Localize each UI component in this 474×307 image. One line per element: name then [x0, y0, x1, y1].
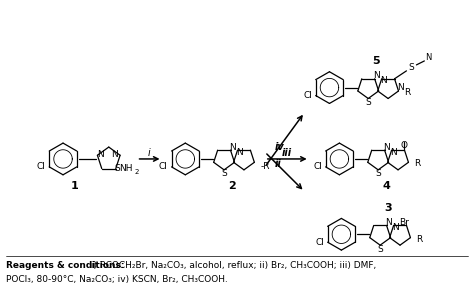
Text: -R: -R	[260, 162, 270, 171]
Text: S: S	[377, 245, 383, 254]
Text: i) RCOCH₂Br, Na₂CO₃, alcohol, reflux; ii) Br₂, CH₃COOH; iii) DMF,: i) RCOCH₂Br, Na₂CO₃, alcohol, reflux; ii…	[88, 262, 376, 270]
Text: N: N	[385, 218, 392, 227]
Text: N: N	[373, 71, 380, 80]
Text: Cl: Cl	[159, 162, 168, 171]
Text: N: N	[392, 223, 399, 232]
Text: N: N	[425, 53, 431, 62]
Text: Cl: Cl	[303, 91, 312, 100]
Text: Cl: Cl	[313, 162, 322, 171]
Text: N: N	[98, 150, 104, 159]
Text: R: R	[404, 88, 410, 97]
Text: S: S	[365, 98, 371, 107]
Text: i: i	[148, 148, 151, 158]
Text: 2: 2	[135, 169, 139, 175]
Text: N: N	[383, 143, 390, 152]
Text: S: S	[375, 169, 381, 178]
Text: Br: Br	[400, 218, 410, 227]
Text: R: R	[414, 159, 420, 169]
Text: 3: 3	[384, 203, 392, 212]
Text: 1: 1	[71, 181, 79, 191]
Text: iii: iii	[282, 148, 292, 158]
Text: Cl: Cl	[315, 238, 324, 247]
Text: POCl₃, 80-90°C, Na₂CO₃; iv) KSCN, Br₂, CH₃COOH.: POCl₃, 80-90°C, Na₂CO₃; iv) KSCN, Br₂, C…	[6, 275, 228, 284]
Text: N: N	[390, 148, 397, 157]
Text: N: N	[229, 143, 236, 152]
Text: ii: ii	[274, 159, 281, 169]
Text: N: N	[397, 84, 404, 92]
Text: Cl: Cl	[36, 162, 46, 171]
Text: N: N	[111, 150, 118, 159]
Text: Reagents & conditions:: Reagents & conditions:	[6, 262, 125, 270]
Text: iv: iv	[275, 142, 284, 152]
Text: S: S	[221, 169, 227, 178]
Text: O: O	[401, 141, 408, 150]
Text: N: N	[236, 148, 243, 157]
Text: 4: 4	[382, 181, 390, 191]
Text: R: R	[416, 235, 422, 244]
Text: 5: 5	[373, 56, 380, 66]
Text: S: S	[409, 63, 414, 72]
Text: 2: 2	[228, 181, 236, 191]
Text: N: N	[380, 76, 387, 85]
Text: S: S	[114, 164, 120, 173]
Text: NH: NH	[119, 164, 132, 173]
